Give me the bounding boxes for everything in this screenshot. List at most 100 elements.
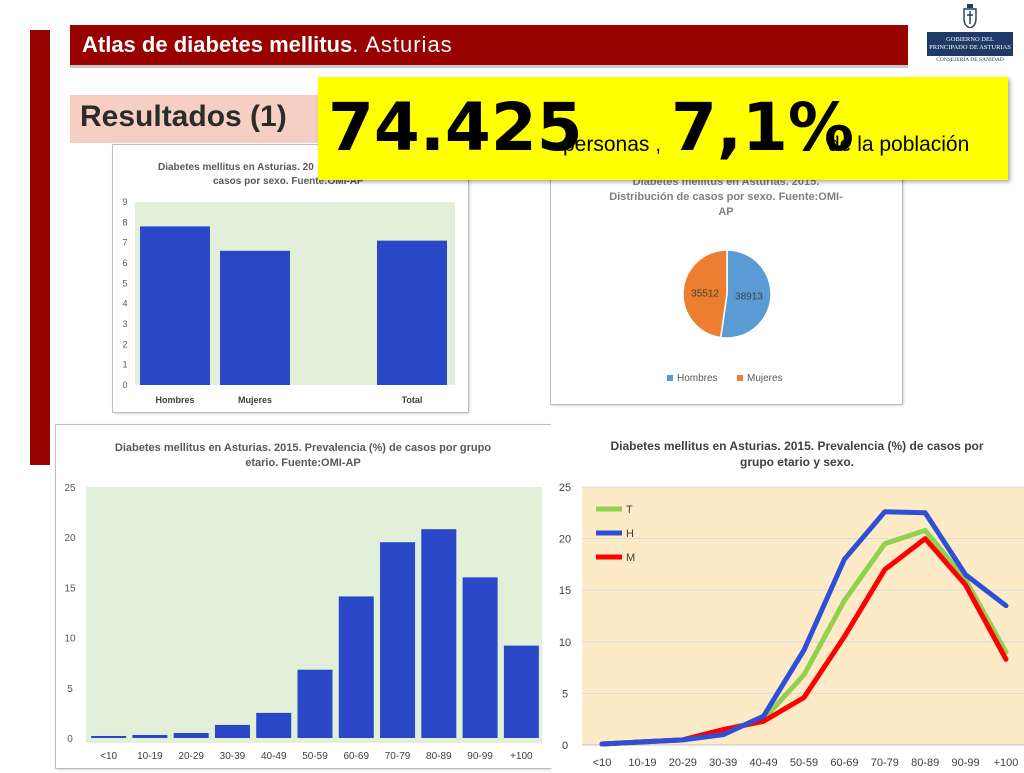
- government-logo: GOBIERNO DEL PRINCIPADO DE ASTURIAS CONS…: [925, 4, 1015, 63]
- x-tick-label: 80-89: [426, 751, 452, 762]
- x-tick-label: 10-19: [137, 751, 163, 762]
- x-tick-label: 70-79: [385, 751, 411, 762]
- page-title-bold: Atlas de diabetes mellitus: [82, 32, 353, 57]
- y-tick-label: 7: [122, 238, 127, 248]
- y-tick-label: 0: [67, 734, 73, 745]
- legend-swatch: [737, 375, 743, 381]
- x-tick-label: Total: [402, 395, 423, 405]
- chart-title-line1: Diabetes mellitus en Asturias. 2015. Pre…: [115, 442, 491, 454]
- logo-box: GOBIERNO DEL PRINCIPADO DE ASTURIAS: [927, 32, 1013, 56]
- legend-label: T: [626, 504, 633, 516]
- y-tick-label: 8: [122, 217, 127, 227]
- x-tick-label: Hombres: [155, 395, 194, 405]
- total-persons-number: 74.425: [328, 89, 583, 166]
- y-tick-label: 0: [122, 380, 127, 390]
- y-tick-label: 5: [562, 688, 568, 700]
- bar-age-30-39: [214, 724, 250, 738]
- header-bar: Atlas de diabetes mellitus. Asturias: [70, 25, 908, 68]
- chart-age-bars: Diabetes mellitus en Asturias. 2015. Pre…: [64, 442, 542, 762]
- x-tick-label: 60-69: [830, 757, 858, 768]
- legend-label: M: [626, 552, 635, 564]
- chart-title-line1: Diabetes mellitus en Asturias. 20: [158, 162, 314, 173]
- page-title: Atlas de diabetes mellitus. Asturias: [82, 32, 453, 58]
- chart-sex-pie: Diabetes mellitus en Asturias. 2015. Dis…: [609, 176, 843, 384]
- bar-mujeres: [220, 250, 290, 385]
- x-tick-label: <10: [100, 751, 117, 762]
- y-tick-label: 20: [559, 534, 571, 546]
- x-tick-label: 90-99: [952, 757, 980, 768]
- y-tick-label: 25: [64, 483, 76, 494]
- bar-total: [377, 240, 447, 385]
- bar-hombres: [140, 226, 210, 385]
- pie-slice-hombres: [719, 249, 772, 339]
- legend-label: Hombres: [677, 373, 718, 384]
- y-tick-label: 15: [559, 585, 571, 597]
- subtitle-text: Resultados (1): [80, 100, 287, 133]
- x-tick-label: 70-79: [871, 757, 899, 768]
- bar-age-70-79: [380, 542, 416, 738]
- y-tick-label: 10: [64, 634, 76, 645]
- x-tick-label: 30-39: [709, 757, 737, 768]
- chart-title-line2: etario. Fuente:OMI-AP: [245, 457, 361, 469]
- total-persons-label: personas ,: [563, 133, 662, 156]
- chart-title-line1: Diabetes mellitus en Asturias. 2015. Pre…: [610, 439, 983, 453]
- bar-age-60-69: [338, 596, 374, 738]
- pie-data-label: 38913: [735, 292, 763, 303]
- pie-title-line3: AP: [718, 206, 733, 218]
- x-tick-label: +100: [510, 751, 533, 762]
- x-tick-label: 40-49: [750, 757, 778, 768]
- legend-label: H: [626, 528, 634, 540]
- y-tick-label: 1: [122, 360, 127, 370]
- series-line-H: [599, 509, 1009, 747]
- y-tick-label: 20: [64, 533, 76, 544]
- bar-age-80-89: [421, 529, 457, 738]
- x-tick-label: 90-99: [467, 751, 493, 762]
- plot-area: [582, 487, 1024, 745]
- bar-age-40-49: [256, 712, 292, 738]
- y-tick-label: 5: [122, 278, 127, 288]
- x-tick-label: 20-29: [178, 751, 204, 762]
- x-tick-label: 60-69: [343, 751, 369, 762]
- y-tick-label: 15: [64, 583, 76, 594]
- page-title-rest: . Asturias: [352, 32, 453, 57]
- chart-age-sex-lines-panel: Diabetes mellitus en Asturias. 2015. Pre…: [550, 425, 1024, 769]
- chart-title-line2: grupo etario y sexo.: [740, 455, 854, 469]
- chart-age-sex-lines: Diabetes mellitus en Asturias. 2015. Pre…: [559, 439, 1024, 769]
- x-tick-label: Mujeres: [238, 395, 272, 405]
- x-tick-label: 40-49: [261, 751, 287, 762]
- logo-department: CONSEJERÍA DE SANIDAD: [936, 57, 1004, 63]
- y-tick-label: 6: [122, 258, 127, 268]
- x-tick-label: 50-59: [302, 751, 328, 762]
- y-tick-label: 10: [559, 637, 571, 649]
- pie-title-line2: Distribución de casos por sexo. Fuente:O…: [609, 191, 843, 203]
- logo-line1: GOBIERNO DEL: [946, 36, 994, 43]
- chart-sex-bars: Diabetes mellitus en Asturias. 20 casos …: [122, 162, 455, 405]
- y-tick-label: 0: [562, 740, 568, 752]
- y-tick-label: 4: [122, 299, 127, 309]
- y-tick-label: 2: [122, 339, 127, 349]
- bar-age-50-59: [297, 669, 333, 738]
- prevalence-label: de la población: [828, 133, 970, 156]
- bar-age-<10: [91, 735, 127, 738]
- chart-age-bars-panel: Diabetes mellitus en Asturias. 2015. Pre…: [56, 425, 550, 768]
- bar-age-90-99: [462, 577, 498, 738]
- chart-sex-bars-panel: Diabetes mellitus en Asturias. 20 casos …: [113, 145, 468, 412]
- legend-label: Mujeres: [747, 373, 783, 384]
- x-tick-label: +100: [994, 757, 1019, 768]
- y-tick-label: 5: [67, 684, 73, 695]
- left-accent-bar: [30, 30, 50, 465]
- section-subtitle: Resultados (1): [70, 95, 320, 143]
- bar-age-10-19: [132, 734, 168, 738]
- y-tick-label: 25: [559, 482, 571, 494]
- logo-line2: PRINCIPADO DE ASTURIAS: [929, 44, 1011, 51]
- bar-age-20-29: [173, 732, 209, 738]
- x-tick-label: <10: [593, 757, 612, 768]
- highlight-box: 74.425 personas , 7,1% de la población: [318, 77, 1008, 180]
- pie-data-label: 35512: [691, 288, 719, 299]
- pie-slice-mujeres: [682, 249, 728, 339]
- x-tick-label: 20-29: [669, 757, 697, 768]
- chart-sex-pie-panel: Diabetes mellitus en Asturias. 2015. Dis…: [551, 168, 902, 404]
- bar-age-+100: [503, 645, 539, 738]
- legend-swatch: [667, 375, 673, 381]
- x-tick-label: 10-19: [628, 757, 656, 768]
